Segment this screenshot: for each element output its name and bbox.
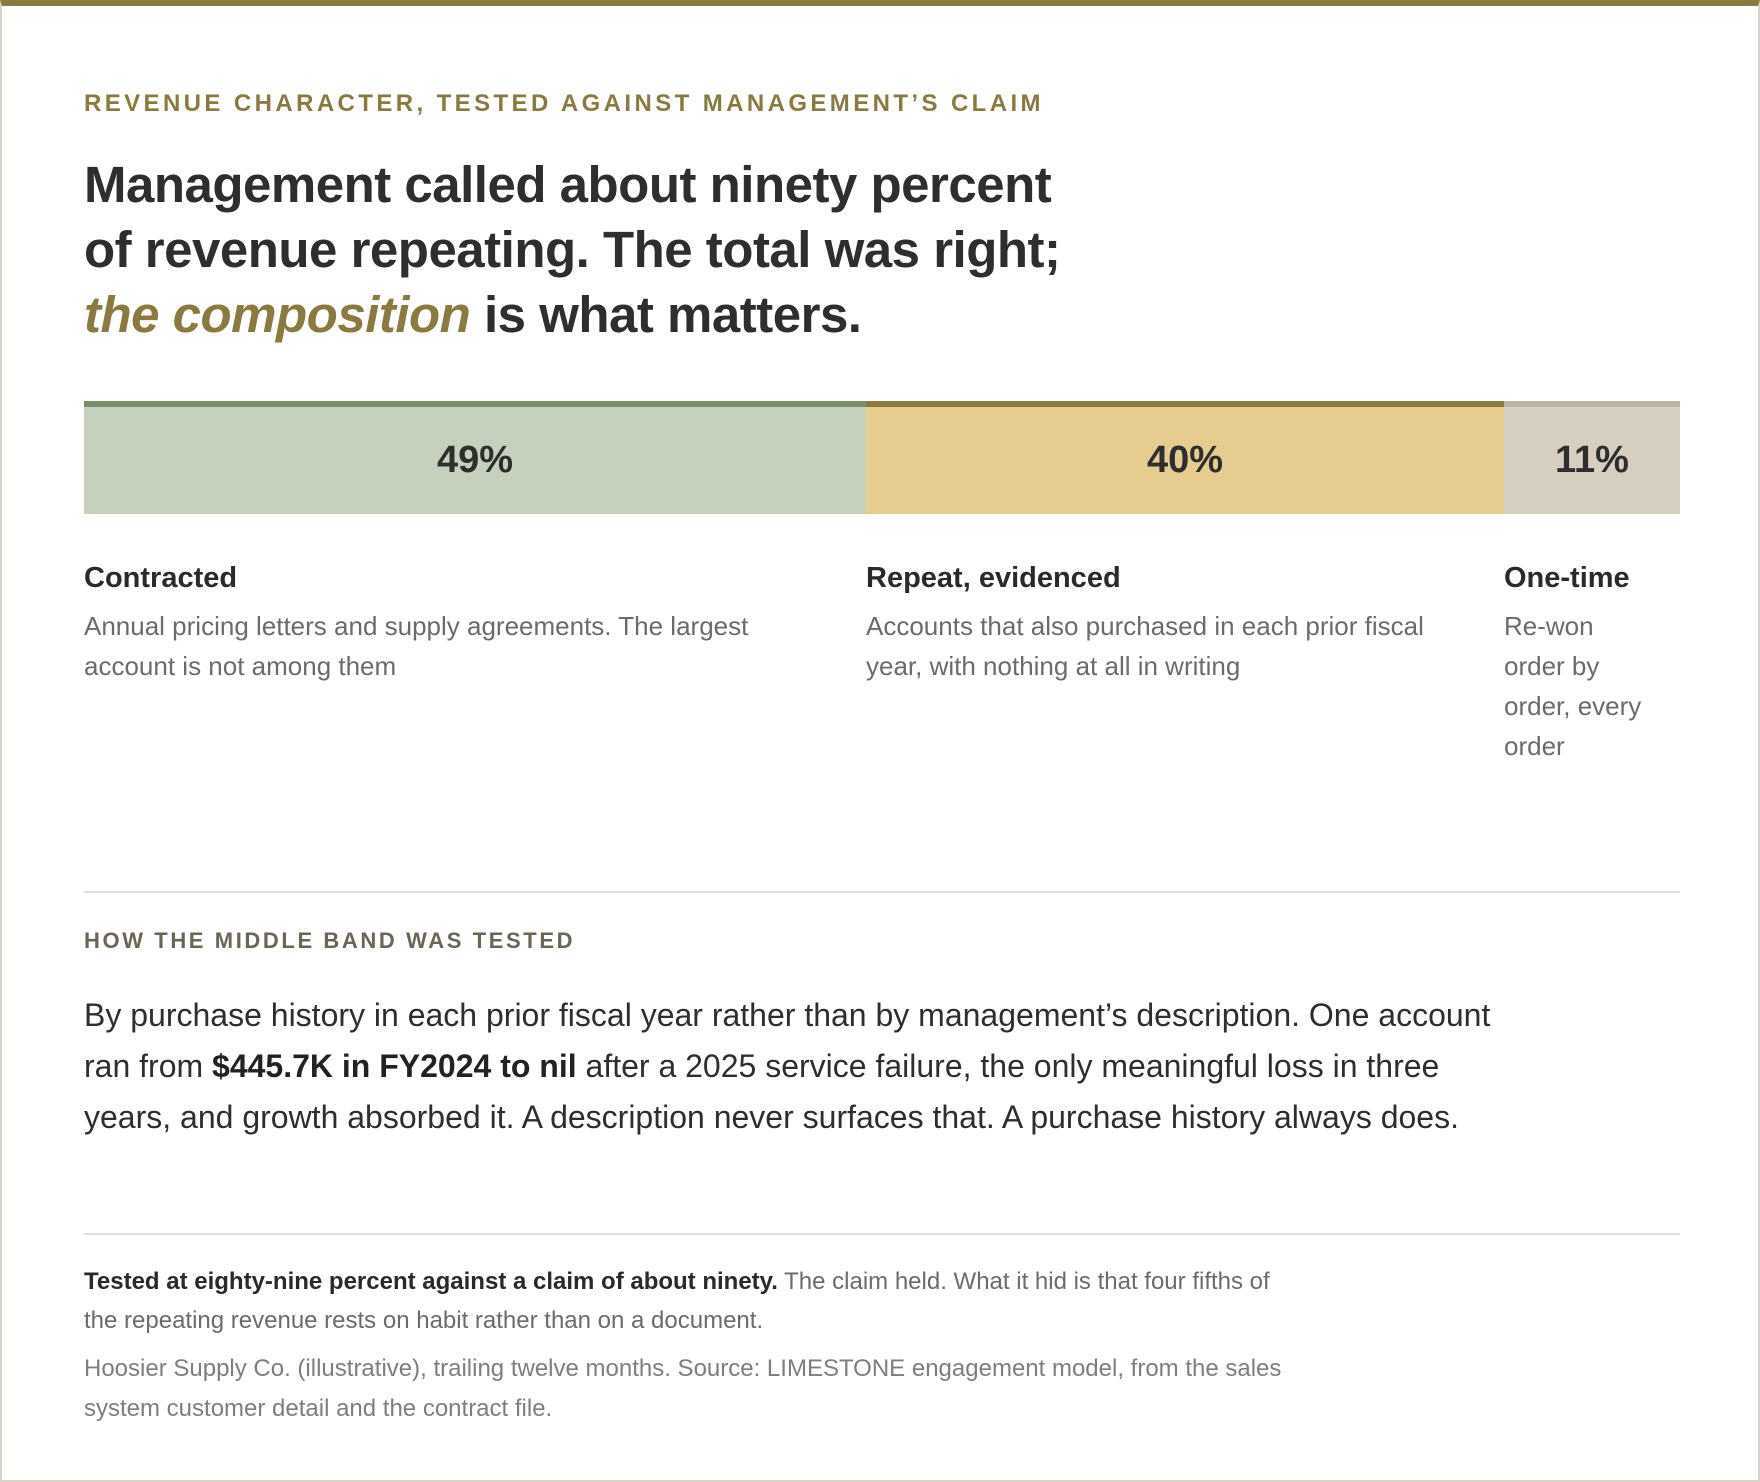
- bar-segment-1: 49%: [84, 401, 866, 514]
- kicker: REVENUE CHARACTER, TESTED AGAINST MANAGE…: [84, 90, 1044, 117]
- legend-label: Contracted: [84, 562, 238, 594]
- legend-column-2: Repeat, evidenced Accounts that also purc…: [866, 554, 1470, 686]
- legend-column-1: Contracted Annual pricing letters and sup…: [84, 554, 832, 686]
- method-text-b: after a 2025 service failure, the only m…: [84, 1048, 1459, 1135]
- stacked-bar: 49% 40% 11%: [84, 401, 1680, 514]
- legend-description: Annual pricing letters and supply agreem…: [84, 611, 749, 681]
- headline-accent: the composition: [84, 286, 471, 343]
- divider: [84, 891, 1680, 893]
- divider: [84, 1233, 1680, 1235]
- headline-tail: is what matters.: [470, 286, 862, 343]
- bar-segment-3: 11%: [1504, 401, 1680, 514]
- bar-segment-2: 40%: [866, 401, 1504, 514]
- method-text-bold: $445.7K in FY2024 to nil: [212, 1048, 577, 1084]
- footnote-text: The claim held. What it hid is that four…: [84, 1268, 1270, 1334]
- bar-value-label: 11%: [1555, 439, 1629, 481]
- headline-line-1: Management called about ninety percent: [84, 156, 1052, 213]
- method-text: By purchase history in each prior fiscal…: [84, 990, 1524, 1143]
- bar-value-label: 49%: [436, 439, 514, 481]
- method-text-a: By purchase history in each prior fiscal…: [84, 997, 1491, 1084]
- footnote-bold: Tested at eighty-nine percent against a …: [84, 1268, 778, 1295]
- source-note: Hoosier Supply Co. (illustrative), trail…: [84, 1355, 1282, 1422]
- method-heading: HOW THE MIDDLE BAND WAS TESTED: [84, 928, 576, 953]
- headline: Management called about ninety percent o…: [84, 152, 1184, 347]
- legend-column-3: One-time Re-won order by order, every ord…: [1504, 554, 1646, 766]
- legend-description: Re-won order by order, every order: [1504, 611, 1642, 761]
- headline-line-2: of revenue repeating. The total was righ…: [84, 221, 1061, 278]
- legend-description: Accounts that also purchased in each pri…: [866, 611, 1424, 681]
- footnote: Tested at eighty-nine percent against a …: [84, 1262, 1284, 1340]
- bar-value-label: 40%: [1146, 439, 1224, 481]
- legend-label: Repeat, evidenced: [866, 562, 1121, 594]
- legend-label: One-time: [1504, 562, 1630, 594]
